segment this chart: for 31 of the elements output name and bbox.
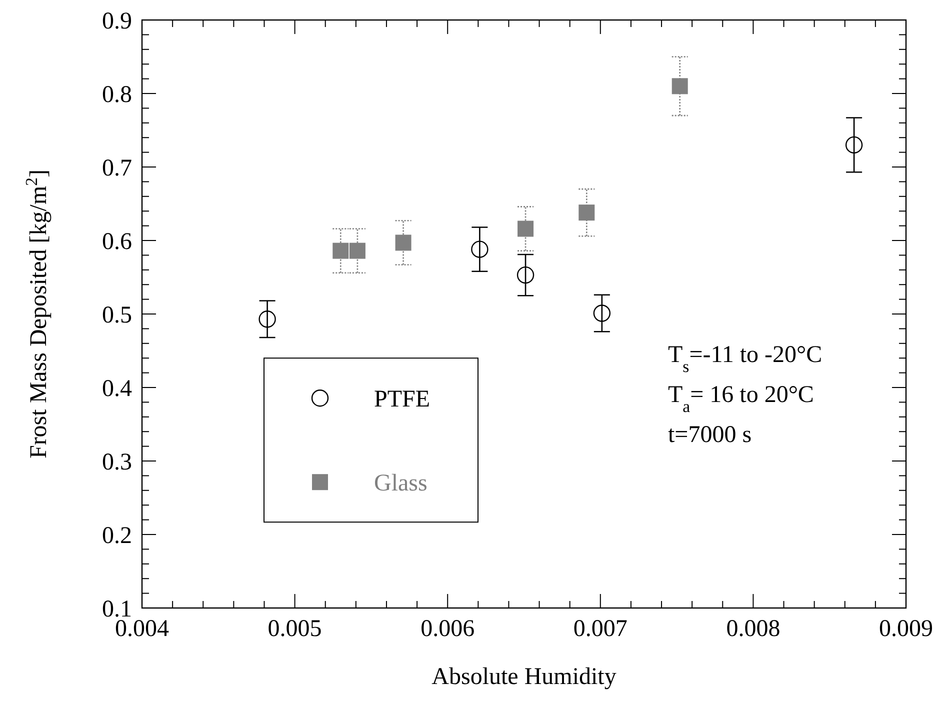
- y-tick-label: 0.6: [102, 228, 132, 255]
- y-tick-label: 0.2: [102, 522, 132, 549]
- y-tick-label: 0.8: [102, 82, 132, 108]
- x-tick-label: 0.009: [879, 616, 933, 642]
- point: [258, 310, 276, 328]
- point: [672, 78, 688, 94]
- x-tick-label: 0.005: [268, 616, 322, 642]
- y-tick-label: 0.4: [102, 376, 132, 402]
- y-tick-label: 0.7: [102, 155, 132, 182]
- y-tick-label: 0.5: [102, 302, 132, 328]
- point: [516, 266, 534, 284]
- legend-label: PTFE: [374, 386, 430, 412]
- legend-label: Glass: [374, 470, 428, 496]
- point: [349, 242, 366, 259]
- x-tick-label: 0.004: [115, 616, 169, 642]
- point: [845, 136, 863, 154]
- point: [593, 304, 611, 322]
- y-tick-label: 0.9: [102, 8, 132, 34]
- point: [332, 242, 349, 259]
- point: [395, 234, 412, 251]
- x-tick-label: 0.007: [573, 616, 628, 642]
- y-tick-label: 0.3: [102, 449, 132, 476]
- x-tick-label: 0.006: [420, 616, 475, 642]
- annotation: t=7000 s: [668, 422, 752, 448]
- x-axis-title: Absolute Humidity: [432, 664, 616, 690]
- point: [471, 240, 488, 258]
- point: [518, 220, 534, 237]
- x-tick-label: 0.008: [726, 616, 780, 642]
- annotation: T$_{a}$= 16 to 20°C: [668, 382, 814, 416]
- point: [578, 204, 595, 221]
- annotation: T$_{s}$=-11 to -20°C: [668, 342, 822, 376]
